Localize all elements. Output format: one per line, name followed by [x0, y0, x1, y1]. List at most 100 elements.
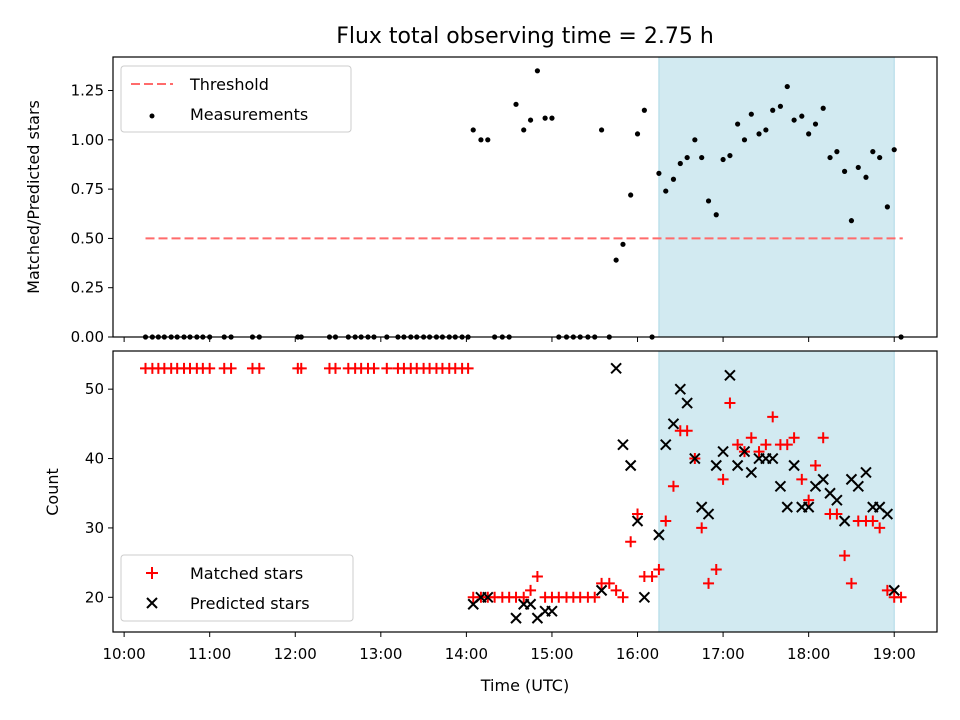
predicted-star-point — [653, 529, 665, 541]
y-tick-label: 50 — [85, 380, 104, 398]
matched-star-point — [781, 439, 793, 451]
y-tick-label: 1.25 — [71, 82, 104, 100]
predicted-star-point — [546, 605, 558, 617]
predicted-star-point — [788, 459, 800, 472]
x-tick-label: 17:00 — [701, 645, 744, 663]
matched-star-point — [745, 432, 757, 444]
legend-predicted-label: Predicted stars — [190, 594, 310, 613]
matched-star-point — [368, 362, 380, 374]
measurement-point — [634, 131, 641, 137]
predicted-star-point — [681, 397, 693, 409]
y-tick-label: 30 — [85, 519, 104, 537]
legend-bottom: Matched stars Predicted stars — [120, 554, 354, 622]
matched-star-point — [381, 362, 393, 374]
chart-title: Flux total observing time = 2.75 h — [336, 24, 714, 49]
measurement-point — [756, 131, 762, 137]
predicted-star-point — [731, 459, 744, 472]
predicted-star-point — [860, 466, 872, 479]
x-tick-label: 11:00 — [188, 645, 231, 663]
matched-star-point — [646, 570, 658, 582]
matched-star-point — [253, 362, 265, 374]
axes-frame — [112, 56, 938, 338]
measurement-point — [812, 121, 819, 127]
predicted-star-point — [631, 515, 644, 527]
matched-star-point — [667, 480, 679, 492]
measurement-point — [521, 127, 527, 133]
y-tick-label: 0.75 — [71, 180, 104, 198]
y-axis-label-bottom: Count — [43, 468, 62, 516]
legend-top: Threshold Measurements — [120, 65, 352, 133]
measurement-point — [727, 152, 733, 159]
measurement-point — [485, 137, 491, 143]
x-tick-label: 16:00 — [616, 645, 659, 663]
measurement-point — [891, 147, 897, 153]
top-panel: 0.00 0.25 0.50 0.75 1.00 1.25 — [71, 56, 938, 346]
legend-measurements-label: Measurements — [190, 105, 308, 124]
predicted-star-point — [767, 452, 779, 465]
matched-star-point — [589, 591, 601, 603]
matched-star-point — [839, 550, 851, 562]
predicted-star-point — [745, 466, 758, 479]
predicted-star-point — [724, 369, 736, 381]
legend-bottom-box — [120, 554, 354, 622]
predicted-star-point — [852, 480, 864, 493]
y-tick-label: 1.00 — [71, 131, 104, 149]
measurement-point — [663, 188, 669, 194]
measurement-point — [748, 111, 754, 117]
matched-star-point — [809, 459, 821, 471]
predicted-star-point — [524, 598, 537, 610]
y-tick-label: 0.50 — [71, 229, 104, 247]
matched-star-point — [703, 577, 715, 589]
matched-star-point — [817, 432, 829, 444]
matched-star-point — [525, 584, 537, 596]
measurement-point — [848, 218, 855, 224]
measurement-point — [470, 127, 476, 133]
matched-star-point — [881, 584, 893, 596]
y-tick-label: 40 — [85, 450, 104, 468]
measurement-point — [784, 83, 790, 90]
matched-star-point — [831, 508, 843, 520]
predicted-star-point — [510, 612, 522, 624]
predicted-star-point — [831, 494, 843, 506]
y-axis-label-top: Matched/Predicted stars — [24, 100, 43, 294]
matched-star-point — [760, 439, 772, 451]
predicted-star-point — [482, 591, 494, 604]
measurement-point — [478, 137, 484, 143]
matched-star-point — [660, 515, 672, 527]
y-tick-label: 0.25 — [71, 279, 104, 297]
measurement-point — [770, 107, 776, 113]
measurement-point — [777, 103, 784, 109]
x-tick-label: 12:00 — [274, 645, 317, 663]
matched-star-point — [845, 577, 857, 589]
matched-star-point — [617, 591, 629, 603]
matched-star-point — [204, 362, 216, 374]
matched-star-point — [803, 494, 815, 506]
measurement-point — [699, 154, 705, 161]
matched-star-point — [767, 411, 779, 423]
predicted-star-point — [638, 591, 651, 604]
predicted-star-point — [689, 452, 701, 465]
measurement-point — [641, 107, 647, 113]
x-tick-label: 13:00 — [359, 645, 402, 663]
measurement-point — [834, 149, 840, 155]
matched-star-point — [653, 564, 665, 576]
measurement-point — [884, 204, 890, 210]
measurement-point — [870, 149, 876, 155]
predicted-star-point — [838, 515, 851, 527]
legend-measurements-swatch — [149, 113, 155, 119]
predicted-star-point — [888, 584, 900, 597]
measurement-point — [549, 115, 555, 121]
measurement-point — [855, 164, 861, 171]
measurement-point — [677, 160, 683, 167]
predicted-star-point — [781, 501, 793, 513]
y-tick-label: 20 — [85, 588, 104, 606]
measurement-point — [877, 154, 883, 161]
measurement-point — [806, 131, 812, 137]
matched-star-point — [710, 564, 722, 576]
matched-star-point — [295, 362, 307, 374]
legend-threshold-label: Threshold — [189, 75, 269, 94]
matched-star-point — [732, 439, 744, 451]
matched-star-point — [632, 508, 644, 520]
matched-star-point — [867, 515, 879, 527]
